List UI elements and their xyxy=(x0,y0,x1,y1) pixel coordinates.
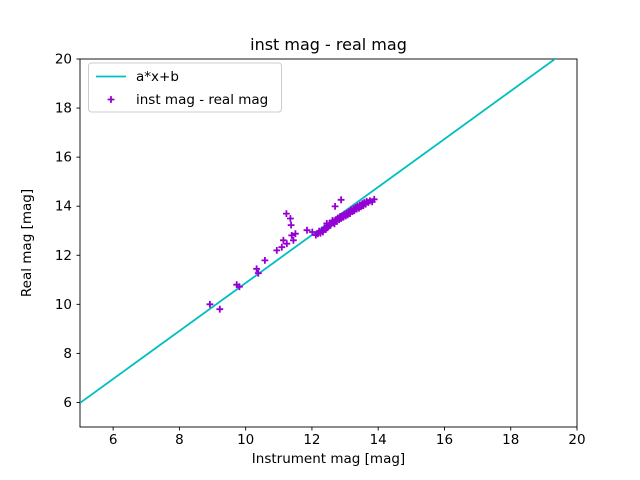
scatter-point xyxy=(283,240,291,248)
y-axis-label: Real mag [mag] xyxy=(19,189,35,297)
scatter-point xyxy=(254,269,262,277)
scatter-point xyxy=(206,300,214,308)
scatter-point xyxy=(216,305,224,313)
y-tick-label: 10 xyxy=(55,297,72,313)
scatter-point xyxy=(273,247,281,254)
scatter-point xyxy=(292,230,299,238)
x-axis-label: Instrument mag [mag] xyxy=(252,451,405,467)
y-tick-label: 16 xyxy=(55,150,72,166)
y-tick-label: 18 xyxy=(55,101,72,117)
x-tick-label: 10 xyxy=(237,432,254,448)
y-tick-label: 20 xyxy=(55,52,72,68)
x-tick-label: 14 xyxy=(370,432,387,448)
scatter-point xyxy=(331,203,339,210)
scatter-point xyxy=(283,210,290,217)
scatter-point xyxy=(261,257,269,264)
scatter-point xyxy=(278,243,286,251)
x-tick-label: 18 xyxy=(502,432,519,448)
scatter-point xyxy=(236,283,243,291)
legend: a*x+b inst mag - real mag xyxy=(88,62,282,113)
y-tick-label: 6 xyxy=(63,395,72,411)
scatter-point xyxy=(370,195,378,203)
scatter-point xyxy=(253,265,260,273)
scatter-point xyxy=(303,226,311,234)
scatter-point xyxy=(287,221,295,229)
y-tick-label: 12 xyxy=(55,248,72,264)
x-tick-label: 8 xyxy=(175,432,184,448)
x-tick-label: 12 xyxy=(303,432,320,448)
scatter-point xyxy=(308,228,316,236)
data-layer xyxy=(80,59,557,404)
y-tick-label: 14 xyxy=(55,199,72,215)
x-tick-label: 6 xyxy=(109,432,118,448)
legend-label-scatter: inst mag - real mag xyxy=(136,92,268,108)
scatter-point xyxy=(280,236,287,244)
legend-box xyxy=(88,62,282,113)
scatter-point xyxy=(337,196,345,204)
chart-title: inst mag - real mag xyxy=(250,35,407,54)
scatter-point xyxy=(290,236,297,244)
scatter-point xyxy=(288,232,296,239)
x-tick-label: 16 xyxy=(436,432,453,448)
scatter-point xyxy=(287,215,294,222)
legend-marker-sample xyxy=(107,96,115,103)
axes-spines xyxy=(79,58,578,428)
y-tick-label: 8 xyxy=(63,346,72,362)
legend-label-line: a*x+b xyxy=(136,69,179,85)
x-tick-label: 20 xyxy=(568,432,585,448)
plot-dynamic-layer: 6 8 10 12 14 16 18 20 6 8 10 12 14 16 18 20 a*x+b inst ma… xyxy=(55,52,586,449)
